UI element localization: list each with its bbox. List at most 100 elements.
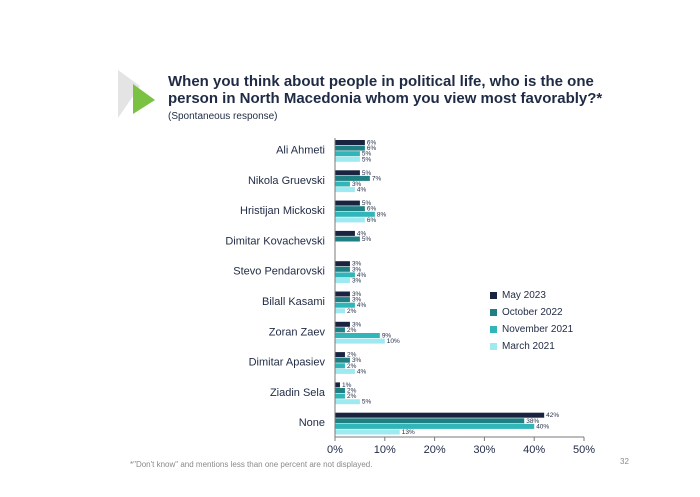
- data-label: 6%: [367, 145, 377, 152]
- data-label: 13%: [402, 429, 415, 436]
- category-label: Dimitar Apasiev: [249, 357, 326, 369]
- bar: [335, 140, 365, 145]
- data-label: 5%: [362, 399, 372, 406]
- data-label: 3%: [352, 357, 362, 364]
- category-label: Nikola Gruevski: [248, 175, 325, 187]
- data-label: 5%: [362, 156, 372, 163]
- data-label: 3%: [352, 266, 362, 273]
- page-number: 32: [620, 457, 629, 466]
- data-label: 2%: [347, 352, 357, 359]
- legend-swatch: [490, 343, 497, 350]
- bar: [335, 187, 355, 193]
- bar: [335, 272, 355, 278]
- x-tick-label: 20%: [424, 444, 446, 456]
- chart-subtitle: (Spontaneous response): [168, 111, 278, 122]
- legend-swatch: [490, 292, 497, 299]
- data-label: 4%: [357, 368, 367, 375]
- data-label: 42%: [546, 412, 559, 419]
- bar: [335, 302, 355, 308]
- bar: [335, 156, 360, 162]
- data-label: 10%: [387, 338, 400, 345]
- data-label: 3%: [352, 297, 362, 304]
- x-tick-label: 10%: [374, 444, 396, 456]
- legend-label: November 2021: [502, 324, 574, 335]
- data-label: 3%: [352, 261, 362, 268]
- data-label: 5%: [362, 151, 372, 158]
- chart-legend: May 2023 October 2022 November 2021 Marc…: [490, 287, 573, 355]
- bar: [335, 363, 345, 369]
- x-tick-label: 0%: [327, 444, 343, 456]
- chart-title: When you think about people in political…: [168, 73, 603, 107]
- bar: [335, 352, 345, 358]
- category-label: Ali Ahmeti: [276, 145, 325, 157]
- green-arrow-icon: [133, 84, 155, 114]
- bar: [335, 333, 380, 338]
- data-label: 4%: [357, 187, 367, 194]
- category-label: Zoran Zaev: [269, 326, 326, 338]
- data-label: 2%: [347, 308, 357, 315]
- bar: [335, 206, 365, 212]
- bar: [335, 278, 350, 283]
- data-label: 3%: [352, 278, 362, 285]
- bar: [335, 382, 340, 388]
- bar: [335, 230, 355, 236]
- bar: [335, 321, 350, 327]
- legend-item-november-2021: November 2021: [490, 321, 573, 338]
- footnote: *"Don't know" and mentions less than one…: [130, 460, 373, 469]
- bar: [335, 181, 350, 187]
- legend-label: March 2021: [502, 341, 555, 352]
- legend-item-march-2021: March 2021: [490, 338, 573, 355]
- category-label: Bilall Kasami: [262, 296, 325, 308]
- data-label: 5%: [362, 200, 372, 207]
- bar: [335, 368, 355, 374]
- bar: [335, 170, 360, 176]
- bar: [335, 327, 345, 333]
- arrow-shadow-icon: [118, 70, 140, 118]
- data-label: 3%: [352, 321, 362, 328]
- bar: [335, 393, 345, 399]
- legend-swatch: [490, 326, 497, 333]
- bar: [335, 418, 525, 424]
- category-label: None: [299, 417, 325, 429]
- legend-label: May 2023: [502, 290, 546, 301]
- bar: [335, 357, 350, 363]
- bar: [335, 297, 350, 303]
- bar: [335, 261, 350, 267]
- data-label: 8%: [377, 211, 387, 218]
- data-label: 38%: [526, 418, 539, 425]
- bar: [335, 145, 365, 151]
- bar: [335, 217, 365, 223]
- data-label: 2%: [347, 363, 357, 370]
- data-label: 4%: [357, 272, 367, 279]
- data-label: 6%: [367, 140, 377, 147]
- bar: [335, 236, 360, 242]
- bar: [335, 338, 385, 344]
- data-label: 2%: [347, 393, 357, 400]
- x-tick-label: 50%: [573, 444, 595, 456]
- legend-swatch: [490, 309, 497, 316]
- data-label: 5%: [362, 236, 372, 243]
- data-label: 2%: [347, 388, 357, 395]
- bar: [335, 151, 360, 157]
- category-label: Hristijan Mickoski: [240, 205, 325, 217]
- data-label: 6%: [367, 217, 377, 224]
- bar: [335, 175, 370, 181]
- bar: [335, 308, 345, 314]
- data-label: 1%: [342, 382, 352, 389]
- data-label: 5%: [362, 170, 372, 177]
- data-label: 6%: [367, 206, 377, 213]
- bar: [335, 291, 350, 297]
- bar: [335, 211, 375, 217]
- bar: [335, 388, 345, 393]
- bar: [335, 399, 360, 405]
- bar: [335, 266, 350, 272]
- category-label: Ziadin Sela: [270, 387, 326, 399]
- data-label: 3%: [352, 291, 362, 298]
- x-tick-label: 30%: [473, 444, 495, 456]
- data-label: 9%: [382, 333, 392, 340]
- bar: [335, 429, 400, 435]
- data-label: 2%: [347, 327, 357, 334]
- category-label: Dimitar Kovachevski: [225, 235, 325, 247]
- data-label: 7%: [372, 175, 382, 182]
